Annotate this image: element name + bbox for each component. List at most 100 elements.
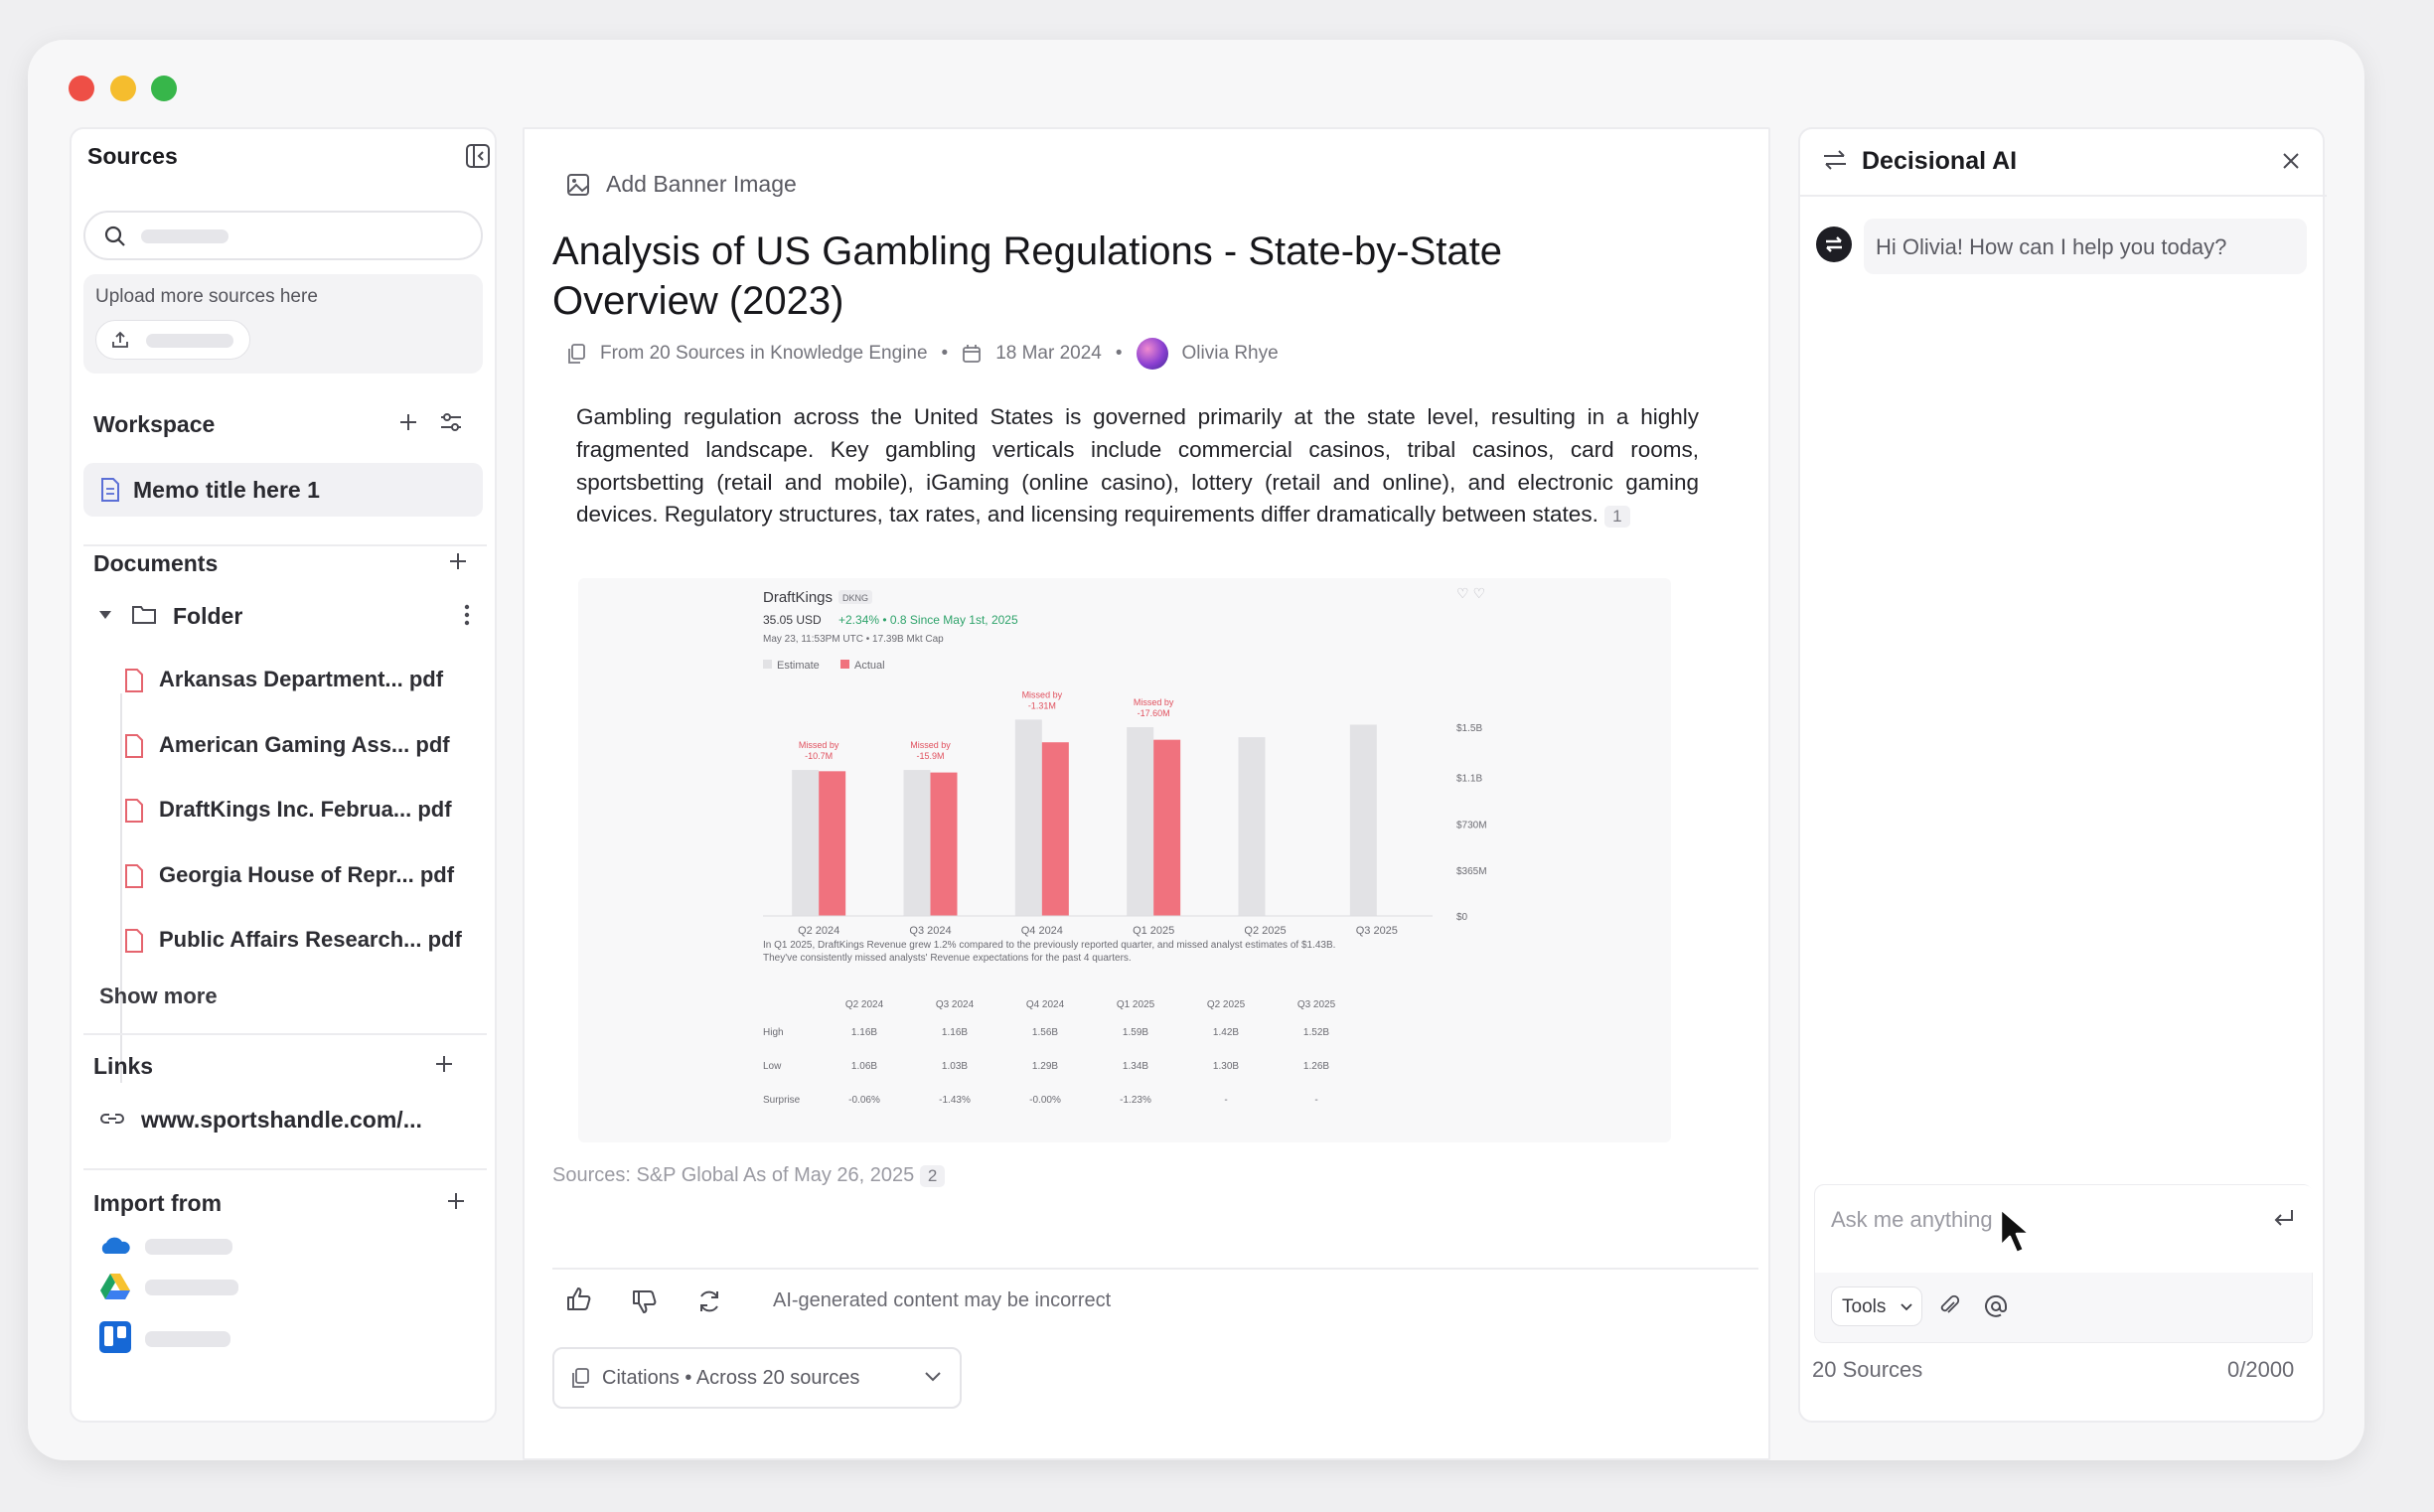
chevron-down-icon (1900, 1302, 1913, 1312)
document-item[interactable]: DraftKings Inc. Februa... pdf (72, 786, 499, 835)
close-window-button[interactable] (69, 76, 94, 101)
table-header: Q3 2024 (936, 999, 975, 1010)
mention-icon[interactable] (1984, 1294, 2008, 1318)
upload-box: Upload more sources here (83, 274, 483, 374)
document-item[interactable]: Arkansas Department... pdf (72, 656, 499, 705)
legend-estimate: Estimate (777, 660, 820, 672)
meta-date: 18 Mar 2024 (995, 343, 1102, 364)
collapse-panel-icon[interactable] (465, 143, 491, 169)
citation-badge[interactable]: 1 (1604, 506, 1630, 529)
enter-icon[interactable] (2272, 1207, 2296, 1229)
service-placeholder (145, 1331, 230, 1347)
add-import-icon[interactable] (445, 1190, 467, 1212)
document-item[interactable]: Public Affairs Research... pdf (72, 916, 499, 966)
google-drive-icon[interactable] (99, 1272, 131, 1301)
y-tick-label: $1.1B (1456, 774, 1482, 785)
close-icon[interactable] (2281, 151, 2301, 171)
divider (552, 1268, 1758, 1270)
regenerate-icon[interactable] (695, 1287, 723, 1315)
search-input[interactable] (83, 211, 483, 260)
table-cell: 1.29B (1032, 1061, 1058, 1072)
image-icon (566, 173, 590, 197)
onedrive-icon[interactable] (97, 1234, 131, 1258)
table-header: Q3 2025 (1297, 999, 1336, 1010)
y-tick-label: $1.5B (1456, 723, 1482, 734)
add-banner-label: Add Banner Image (606, 171, 797, 197)
sources-title: Sources (87, 143, 178, 169)
upload-button[interactable] (95, 320, 250, 360)
sources-panel: Sources Upload more sources here Workspa… (70, 127, 497, 1423)
memo-item[interactable]: Memo title here 1 (83, 463, 483, 517)
trello-icon[interactable] (99, 1321, 131, 1353)
citations-dropdown[interactable]: Citations • Across 20 sources (552, 1347, 962, 1409)
document-item[interactable]: American Gaming Ass... pdf (72, 721, 499, 771)
divider (83, 1033, 487, 1035)
filter-icon[interactable] (439, 411, 463, 433)
table-cell: - (1314, 1095, 1317, 1106)
table-row-label: Low (763, 1061, 782, 1072)
show-more-link[interactable]: Show more (99, 983, 218, 1008)
upload-title: Upload more sources here (95, 286, 318, 307)
separator: • (941, 343, 949, 364)
document-label: Georgia House of Repr... pdf (159, 862, 455, 887)
bar-estimate (792, 770, 820, 916)
add-link-icon[interactable] (433, 1053, 455, 1075)
maximize-window-button[interactable] (151, 76, 177, 101)
document-icon (99, 477, 121, 503)
search-icon (103, 225, 127, 248)
bar-actual (1041, 742, 1069, 916)
table-cell: -0.06% (848, 1095, 880, 1106)
annotation-label: Missed by (910, 740, 951, 750)
folder-row[interactable]: Folder (72, 594, 499, 638)
annotation-value: -10.7M (805, 751, 833, 761)
y-tick-label: $365M (1456, 866, 1487, 877)
revenue-chart: DraftKings DKNG 35.05 USD +2.34% • 0.8 S… (763, 585, 1487, 1106)
table-cell: 1.34B (1123, 1061, 1148, 1072)
table-row-label: High (763, 1027, 784, 1038)
estimates-table: Q2 2024 Q3 2024 Q4 2024 Q1 2025 Q2 2025 Q3 20… (763, 999, 1336, 1106)
table-header: Q1 2025 (1117, 999, 1155, 1010)
pdf-file-icon (123, 668, 145, 693)
add-workspace-icon[interactable] (397, 411, 419, 433)
bars-group (792, 719, 1377, 916)
tools-label: Tools (1842, 1296, 1887, 1317)
bar-estimate (1238, 737, 1266, 916)
link-item[interactable]: www.sportshandle.com/... (72, 1097, 499, 1140)
divider (83, 1168, 487, 1170)
more-vertical-icon[interactable] (463, 602, 471, 628)
service-placeholder (145, 1239, 232, 1255)
chat-input[interactable]: Ask me anything (1815, 1185, 2314, 1273)
avatar (1136, 338, 1168, 370)
chart-image: DraftKings DKNG 35.05 USD +2.34% • 0.8 S… (578, 578, 1671, 1142)
citation-badge[interactable]: 2 (919, 1165, 946, 1187)
thumbs-down-icon[interactable] (630, 1287, 658, 1315)
tools-dropdown[interactable]: Tools (1831, 1286, 1922, 1326)
chevron-down-icon (924, 1371, 942, 1383)
document-label: Arkansas Department... pdf (159, 667, 444, 691)
chart-change: +2.34% • 0.8 Since May 1st, 2025 (838, 613, 1018, 627)
attachment-icon[interactable] (1938, 1294, 1960, 1318)
minimize-window-button[interactable] (110, 76, 136, 101)
chart-caption: In Q1 2025, DraftKings Revenue grew 1.2%… (763, 940, 1335, 964)
folder-icon (131, 603, 157, 625)
documents-title: Documents (93, 550, 219, 576)
links-title: Links (93, 1053, 154, 1079)
add-document-icon[interactable] (447, 550, 469, 572)
table-cell: 1.52B (1303, 1027, 1329, 1038)
table-cell: 1.16B (851, 1027, 877, 1038)
annotation-label: Missed by (1134, 697, 1174, 707)
ai-greeting-bubble: Hi Olivia! How can I help you today? (1864, 219, 2307, 274)
document-item[interactable]: Georgia House of Repr... pdf (72, 851, 499, 901)
bar-estimate (1349, 724, 1377, 916)
annotation-label: Missed by (799, 740, 839, 750)
pdf-file-icon (123, 863, 145, 889)
annotation-value: -17.60M (1138, 708, 1170, 718)
legend-actual: Actual (854, 660, 885, 672)
document-label: American Gaming Ass... pdf (159, 732, 450, 757)
x-tick-label: Q1 2025 (1133, 925, 1174, 937)
memo-paragraph: Gambling regulation across the United St… (576, 401, 1699, 531)
x-tick-label: Q3 2025 (1356, 925, 1398, 937)
y-tick-label: $0 (1456, 912, 1468, 923)
table-cell: 1.06B (851, 1061, 877, 1072)
thumbs-up-icon[interactable] (564, 1285, 592, 1313)
